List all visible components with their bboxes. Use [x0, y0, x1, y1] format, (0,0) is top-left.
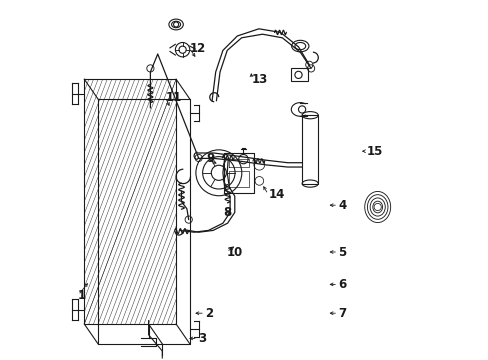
Text: 3: 3	[197, 332, 205, 345]
Text: 1: 1	[78, 289, 86, 302]
Text: 5: 5	[337, 246, 346, 258]
Text: 14: 14	[268, 188, 284, 201]
Text: 12: 12	[189, 42, 205, 55]
Text: 2: 2	[204, 307, 213, 320]
Text: 7: 7	[337, 307, 346, 320]
Text: 4: 4	[337, 199, 346, 212]
Text: 10: 10	[226, 246, 242, 258]
Text: 6: 6	[337, 278, 346, 291]
Text: 8: 8	[223, 206, 231, 219]
Text: 11: 11	[165, 91, 181, 104]
Text: 9: 9	[206, 152, 215, 165]
Text: 13: 13	[251, 73, 267, 86]
Text: 15: 15	[366, 145, 383, 158]
Bar	[302, 115, 318, 184]
